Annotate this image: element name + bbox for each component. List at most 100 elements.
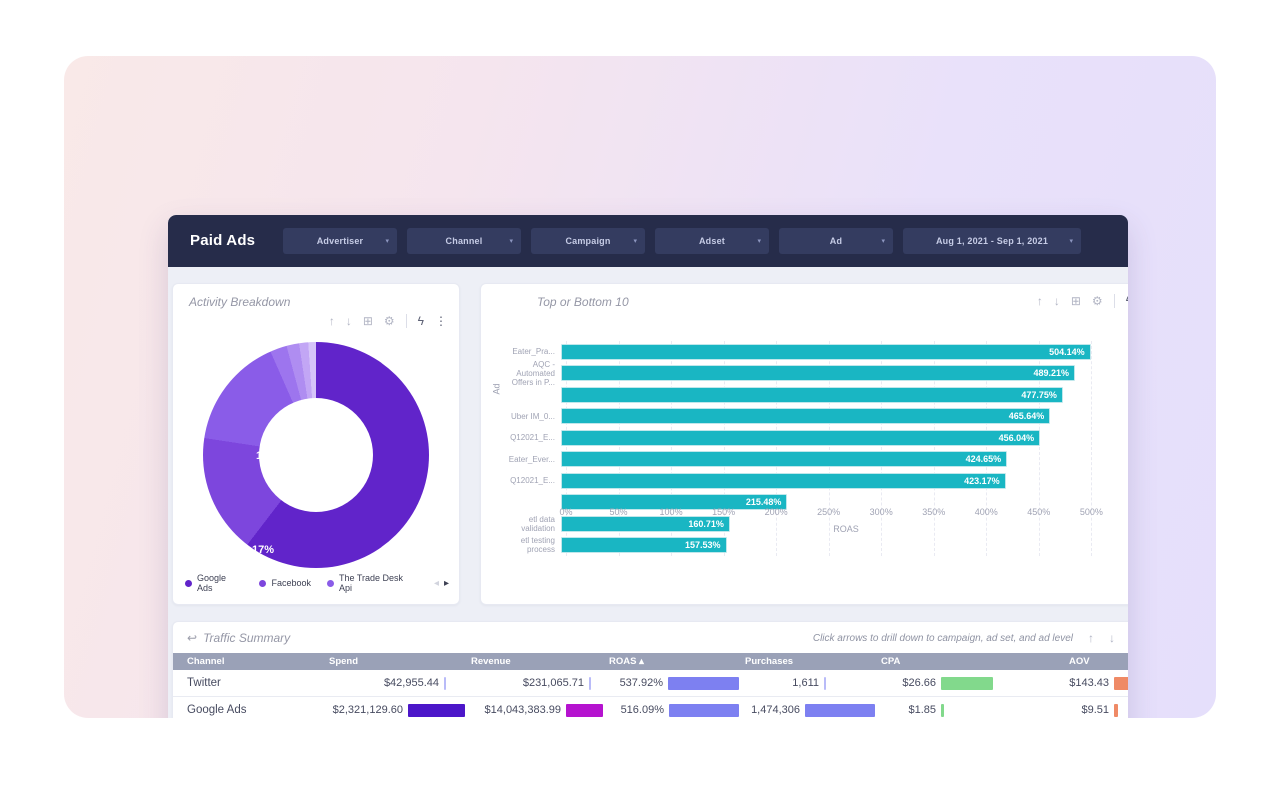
- settings-icon[interactable]: ⚙: [1091, 294, 1103, 308]
- column-header-channel[interactable]: Channel: [187, 656, 225, 667]
- cell-roas: 537.92%: [603, 676, 739, 690]
- drill-down-icon[interactable]: ↓: [1109, 631, 1115, 645]
- export-icon[interactable]: ⊞: [1070, 294, 1081, 308]
- bar-value-label: 424.65%: [965, 454, 1002, 465]
- chart-gridlines: [566, 341, 1126, 556]
- filter-dropdown-channel[interactable]: Channel ▾: [407, 228, 521, 254]
- bar-row: Q12021_E... 456.04%: [481, 427, 1128, 449]
- chevron-down-icon: ▾: [757, 238, 761, 245]
- legend-label: Google Ads: [196, 573, 227, 593]
- legend-item[interactable]: Facebook: [259, 578, 311, 588]
- bar-value-label: 465.64%: [1008, 411, 1045, 422]
- x-tick-label: 400%: [974, 507, 998, 517]
- bar: 465.64%: [561, 408, 1051, 425]
- column-header-spend[interactable]: Spend: [329, 656, 359, 667]
- export-icon[interactable]: ⊞: [362, 314, 373, 328]
- arrow-down-icon[interactable]: ↓: [1053, 294, 1060, 308]
- lightning-icon[interactable]: ϟ: [1126, 295, 1128, 307]
- mini-bar-slot: [805, 703, 875, 717]
- gridline: [1038, 341, 1040, 556]
- toolbar-divider: [405, 314, 407, 328]
- table-row[interactable]: Google Ads $2,321,129.60 $14,043,383.99 516…: [173, 697, 1128, 718]
- mini-bar: [668, 676, 739, 690]
- top-or-bottom-card: Top or Bottom 10 ↑↓⊞⚙ϟ⋮ Ad Eater_Pra...5…: [480, 283, 1128, 605]
- cell-channel: Google Ads: [187, 704, 247, 716]
- legend-prev-icon[interactable]: ◂: [433, 577, 439, 589]
- chevron-down-icon: ▾: [633, 238, 637, 245]
- filter-dropdown-ad[interactable]: Ad ▾: [779, 228, 893, 254]
- gridline: [618, 341, 620, 556]
- cell-purchases: 1,474,306: [739, 703, 875, 717]
- mini-bar-slot: [668, 676, 739, 690]
- gridline: [566, 341, 567, 556]
- bar-row: etl data validation 160.71%: [481, 513, 1128, 535]
- chevron-down-icon: ▾: [881, 238, 885, 245]
- bar-value-label: 504.14%: [1049, 346, 1085, 357]
- arrow-up-icon[interactable]: ↑: [328, 314, 335, 328]
- column-header-roas[interactable]: ROAS ▴: [609, 656, 644, 667]
- back-arrow-icon[interactable]: ↩: [187, 631, 198, 645]
- drill-up-icon[interactable]: ↑: [1088, 631, 1094, 645]
- bar-track: 160.71%: [561, 515, 1121, 532]
- bar-row: 477.75%: [481, 384, 1128, 406]
- column-header-cpa[interactable]: CPA: [881, 656, 901, 667]
- mini-bar: [408, 703, 465, 717]
- table-row[interactable]: Twitter $42,955.44 $231,065.71 537.92% 1,611…: [173, 670, 1128, 697]
- filter-label: Adset: [698, 236, 725, 246]
- bar-rows: Eater_Pra... 504.14% AQC - Automated Offer…: [481, 341, 1128, 556]
- column-header-purchases[interactable]: Purchases: [745, 656, 794, 667]
- filter-dropdown-advertiser[interactable]: Advertiser ▾: [283, 228, 397, 254]
- chevron-down-icon: ▾: [509, 238, 513, 245]
- bar-track: 489.21%: [561, 365, 1121, 382]
- donut-slice-label: 16%: [255, 450, 279, 462]
- toolbar-divider: [1113, 294, 1115, 308]
- card-toolbar: ↑ ↓ ⊞ ⚙ ϟ ⋮: [329, 314, 447, 328]
- chevron-down-icon: ▾: [385, 238, 389, 245]
- x-tick-label: 500%: [1079, 507, 1103, 517]
- mini-bar: [941, 703, 944, 717]
- filter-dropdown-adset[interactable]: Adset ▾: [655, 228, 769, 254]
- cell-value: $14,043,383.99: [484, 704, 561, 716]
- legend-item[interactable]: Google Ads: [185, 573, 243, 593]
- arrow-up-icon[interactable]: ↑: [1036, 294, 1043, 308]
- bar-row: Uber IM_0... 465.64%: [481, 406, 1128, 428]
- legend-item[interactable]: The Trade Desk Api: [327, 573, 418, 593]
- bar-track: 423.17%: [561, 472, 1121, 489]
- x-tick-label: 450%: [1027, 507, 1051, 517]
- bar-row: AQC - Automated Offers in P... 489.21%: [481, 360, 1128, 387]
- donut-slice-label: 60.4%: [409, 532, 441, 544]
- date-range-dropdown[interactable]: Aug 1, 2021 - Sep 1, 2021 ▾: [903, 228, 1081, 254]
- mini-bar-slot: [941, 676, 1063, 690]
- cell-value: $42,955.44: [383, 677, 439, 689]
- mini-bar: [1114, 703, 1118, 717]
- mini-bar: [589, 676, 591, 690]
- mini-bar: [805, 703, 875, 717]
- lightning-icon[interactable]: ϟ: [417, 314, 424, 328]
- column-header-revenue[interactable]: Revenue: [471, 656, 511, 667]
- filter-label: Campaign: [565, 236, 611, 246]
- mini-bar-slot: [669, 703, 739, 717]
- bar: 423.17%: [561, 472, 1006, 489]
- gridline: [671, 341, 673, 556]
- donut-slice-label: 17%: [251, 544, 275, 556]
- gridline: [776, 341, 778, 556]
- legend-next-icon[interactable]: ▸: [443, 577, 449, 589]
- cell-value: 516.09%: [620, 704, 664, 716]
- x-tick-label: 100%: [659, 507, 683, 517]
- mini-bar: [444, 676, 446, 690]
- donut-hole: [259, 398, 373, 512]
- legend-dot-icon: [185, 579, 192, 587]
- arrow-down-icon[interactable]: ↓: [345, 314, 352, 328]
- cell-roas: 516.09%: [603, 703, 739, 717]
- legend-pager: ◂ ▸: [434, 578, 449, 589]
- mini-bar: [1114, 676, 1128, 690]
- column-header-aov[interactable]: AOV: [1069, 656, 1090, 667]
- cell-value: $26.66: [902, 677, 936, 689]
- cell-cpa: $1.85: [875, 703, 1063, 717]
- x-tick-label: 0%: [559, 507, 573, 517]
- kebab-menu-icon[interactable]: ⋮: [435, 314, 447, 328]
- bar: 424.65%: [561, 451, 1008, 468]
- filter-dropdown-campaign[interactable]: Campaign ▾: [531, 228, 645, 254]
- cell-value: 537.92%: [619, 677, 663, 689]
- settings-icon[interactable]: ⚙: [383, 314, 395, 328]
